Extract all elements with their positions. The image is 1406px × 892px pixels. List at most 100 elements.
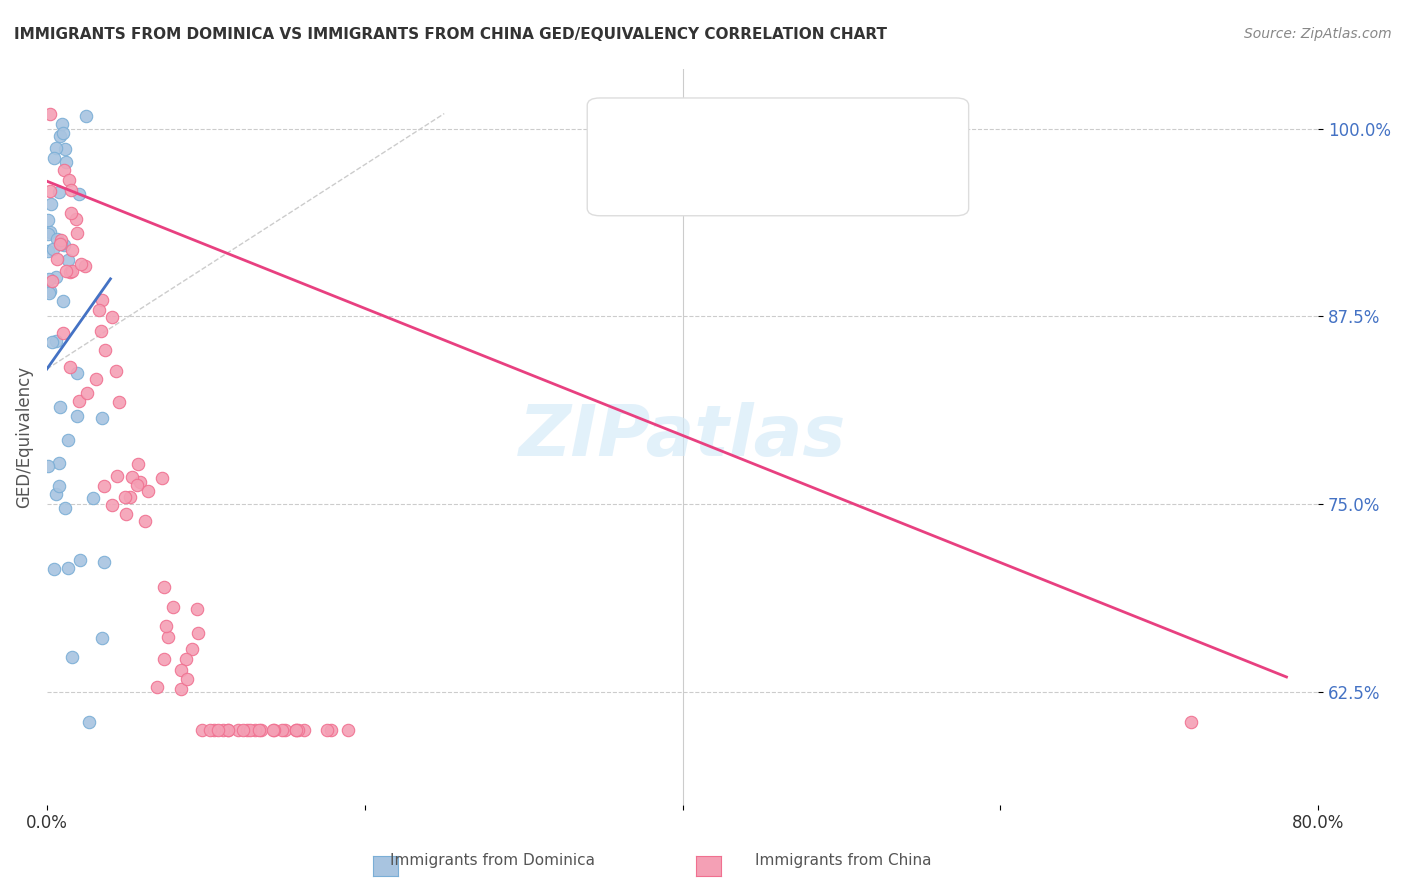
Point <box>152 652 174 666</box>
Point <box>53 162 76 177</box>
Point <box>70 257 93 271</box>
Point <box>65 211 87 226</box>
Point <box>39 197 62 211</box>
Point <box>120 490 142 504</box>
Point <box>82 491 104 505</box>
Text: ZIPatlas: ZIPatlas <box>519 402 846 471</box>
Point <box>38 106 60 120</box>
Point <box>69 552 91 566</box>
Point <box>101 498 124 512</box>
Point <box>90 632 112 646</box>
Point <box>84 371 107 385</box>
Point <box>48 186 70 200</box>
Point <box>94 343 117 358</box>
Point <box>319 723 342 737</box>
Point <box>37 212 59 227</box>
Point <box>45 140 67 154</box>
Point <box>56 560 79 574</box>
Point <box>93 555 115 569</box>
Point <box>56 252 79 267</box>
Point <box>66 226 89 240</box>
Point <box>146 680 169 694</box>
Point <box>247 723 270 737</box>
Point <box>75 109 97 123</box>
Point <box>191 723 214 737</box>
Point <box>53 501 76 516</box>
Point <box>49 237 72 252</box>
Point <box>73 259 96 273</box>
Point <box>51 118 73 132</box>
Point <box>316 723 339 737</box>
Legend: R =  0.268   N = 45, R = -0.525   N = 82: R = 0.268 N = 45, R = -0.525 N = 82 <box>676 100 917 167</box>
Point <box>48 129 70 144</box>
Point <box>55 154 77 169</box>
Point <box>263 723 285 737</box>
Point <box>48 456 70 470</box>
Point <box>49 237 72 252</box>
Point <box>170 663 193 677</box>
Point <box>58 434 80 448</box>
Point <box>262 723 284 737</box>
Point <box>60 183 83 197</box>
Point <box>45 334 67 349</box>
Point <box>181 641 204 656</box>
Point <box>105 469 128 483</box>
Point <box>49 233 72 247</box>
Point <box>93 479 115 493</box>
Point <box>108 395 131 409</box>
Point <box>336 723 359 737</box>
Point <box>52 126 75 140</box>
Point <box>232 723 254 737</box>
Point <box>245 723 267 737</box>
Text: IMMIGRANTS FROM DOMINICA VS IMMIGRANTS FROM CHINA GED/EQUIVALENCY CORRELATION CH: IMMIGRANTS FROM DOMINICA VS IMMIGRANTS F… <box>14 27 887 42</box>
Point <box>155 619 177 633</box>
Point <box>157 630 180 644</box>
Point <box>115 508 138 522</box>
Point <box>60 649 83 664</box>
Point <box>176 672 198 686</box>
Text: Immigrants from China: Immigrants from China <box>755 854 932 868</box>
Point <box>51 326 73 340</box>
Point <box>45 487 67 501</box>
Point <box>271 723 294 737</box>
Point <box>87 303 110 318</box>
Point <box>37 244 59 258</box>
Point <box>105 364 128 378</box>
Point <box>67 186 90 201</box>
Point <box>273 723 295 737</box>
Point <box>114 490 136 504</box>
Point <box>45 232 67 246</box>
Point <box>58 173 80 187</box>
FancyBboxPatch shape <box>588 98 969 216</box>
Point <box>44 151 66 165</box>
Point <box>170 681 193 696</box>
Point <box>212 723 235 737</box>
Point <box>285 723 308 737</box>
Point <box>41 334 63 349</box>
Point <box>153 580 176 594</box>
Point <box>239 723 262 737</box>
Point <box>292 723 315 737</box>
Point <box>236 723 259 737</box>
Point <box>1180 714 1202 729</box>
Y-axis label: GED/Equivalency: GED/Equivalency <box>15 366 32 508</box>
Point <box>217 723 239 737</box>
Point <box>49 401 72 415</box>
Point <box>53 238 76 252</box>
Point <box>42 242 65 256</box>
Point <box>287 723 309 737</box>
Point <box>207 723 229 737</box>
Point <box>66 409 89 423</box>
Point <box>60 244 83 258</box>
Point <box>91 410 114 425</box>
Point <box>59 205 82 219</box>
Point <box>162 600 184 615</box>
Point <box>186 601 208 615</box>
Point <box>48 478 70 492</box>
Point <box>45 269 67 284</box>
Point <box>77 714 100 729</box>
Point <box>38 286 60 301</box>
Point <box>127 478 149 492</box>
Point <box>39 225 62 239</box>
Point <box>217 723 239 737</box>
